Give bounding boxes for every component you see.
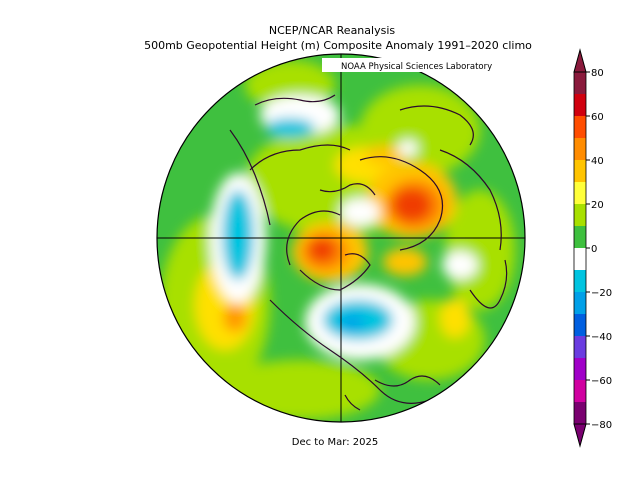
colorbar-segment (574, 138, 586, 161)
colorbar-segment (574, 226, 586, 249)
colorbar-segment (574, 270, 586, 293)
credit-box: NOAA Physical Sciences Laboratory (322, 58, 527, 72)
graticule (157, 54, 525, 422)
colorbar-tick-label: 0 (591, 244, 597, 255)
credit-text: NOAA Physical Sciences Laboratory (341, 62, 492, 72)
colorbar-segment (574, 314, 586, 337)
colorbar-segment (574, 94, 586, 117)
period-label: Dec to Mar: 2025 (292, 437, 378, 448)
colorbar-segment (574, 182, 586, 205)
colorbar-tick-label: −60 (591, 376, 612, 387)
colorbar-segment (574, 116, 586, 139)
colorbar-segment (574, 336, 586, 359)
colorbar-segment (574, 380, 586, 403)
colorbar-segment (574, 160, 586, 183)
colorbar-tick-label: −40 (591, 332, 612, 343)
colorbar-segment (574, 292, 586, 315)
colorbar-max-arrow (573, 48, 587, 73)
coastlines (229, 94, 508, 411)
map-title: NCEP/NCAR Reanalysis (269, 24, 395, 37)
colorbar-segment (574, 248, 586, 271)
polar-stereographic-globe (156, 53, 526, 423)
colorbar: 80 60 40 20 0 −20 −40 −60 −80 (573, 48, 612, 448)
colorbar-tick-label: −20 (591, 288, 612, 299)
colorbar-tick-label: 80 (591, 68, 604, 79)
colorbar-tick-label: 60 (591, 112, 604, 123)
colorbar-min-arrow (573, 423, 587, 448)
map-subtitle: 500mb Geopotential Height (m) Composite … (144, 39, 532, 52)
colorbar-tick-label: 40 (591, 156, 604, 167)
colorbar-segment (574, 72, 586, 95)
colorbar-tick-label: 20 (591, 200, 604, 211)
colorbar-tick-label: −80 (591, 420, 612, 431)
colorbar-segment (574, 204, 586, 227)
colorbar-segment (574, 358, 586, 381)
colorbar-segment (574, 402, 586, 425)
